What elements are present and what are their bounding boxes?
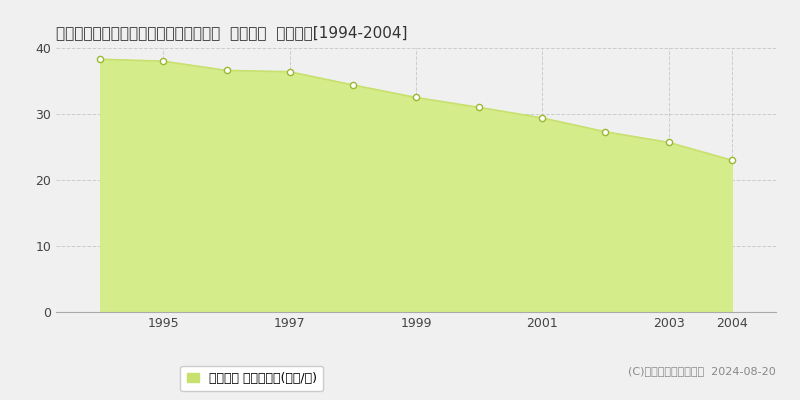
Text: (C)土地価格ドットコム  2024-08-20: (C)土地価格ドットコム 2024-08-20 bbox=[628, 366, 776, 376]
Point bbox=[94, 56, 106, 62]
Point bbox=[157, 58, 170, 64]
Point bbox=[283, 68, 296, 75]
Point bbox=[536, 115, 549, 121]
Text: 岐阜県各務原市つつじが丘５丁目１０番  地価公示  地価推移[1994-2004]: 岐阜県各務原市つつじが丘５丁目１０番 地価公示 地価推移[1994-2004] bbox=[56, 25, 407, 40]
Point bbox=[220, 67, 233, 74]
Legend: 地価公示 平均坪単価(万円/坪): 地価公示 平均坪単価(万円/坪) bbox=[180, 366, 323, 391]
Point bbox=[473, 104, 486, 110]
Point bbox=[726, 157, 738, 163]
Point bbox=[662, 139, 675, 146]
Point bbox=[599, 129, 612, 135]
Point bbox=[346, 82, 359, 88]
Point bbox=[410, 94, 422, 101]
